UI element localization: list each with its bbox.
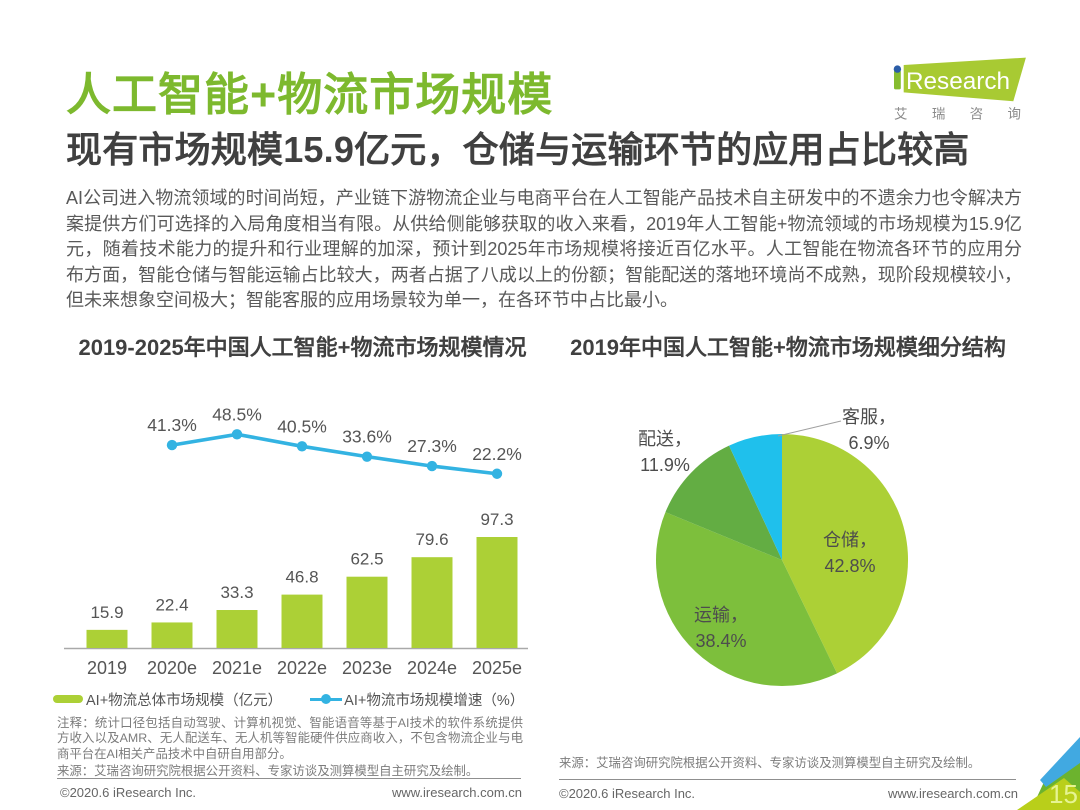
bar-chart-source: 来源：艾瑞咨询研究院根据公开资料、专家访谈及测算模型自主研究及绘制。 (57, 764, 479, 778)
page-corner-decoration: 15 (950, 690, 1080, 810)
footer-left: ©2020.6 iResearch Inc. www.iresearch.com… (60, 785, 522, 800)
pie-label-delivery: 配送， 11.9% (605, 427, 725, 478)
line-series-legend-marker (310, 694, 343, 704)
pie-label-warehousing-name: 仓储， (823, 530, 877, 550)
pie-slice-customer-service (729, 434, 782, 560)
bar-series-legend-swatch (53, 695, 83, 703)
logo-wordmark: Research (906, 68, 1010, 95)
page-title: 人工智能+物流市场规模 (66, 69, 554, 120)
growth-value-2021e: 48.5% (212, 404, 262, 424)
chart-legend: AI+物流总体市场规模（亿元） AI+物流市场规模增速（%） (53, 691, 531, 709)
pie-label-customer-service-name: 客服， (842, 407, 896, 427)
bar-value-2020e: 22.4 (155, 595, 188, 614)
bar-line-chart: 15.9 2019 22.4 2020e 33.3 2021e 46.8 2022e 62.5 2… (64, 404, 528, 678)
bar-chart-title: 2019-2025年中国人工智能+物流市场规模情况 (78, 335, 527, 360)
bar-2023e (346, 576, 388, 648)
growth-point-2025e (491, 468, 503, 479)
iresearch-logo: Research 艾瑞咨询 (880, 45, 1040, 125)
bar-value-2023e: 62.5 (350, 550, 383, 569)
pie-leader-line (777, 420, 842, 437)
footer-website-left: www.iresearch.com.cn (391, 785, 522, 800)
x-label-2023e: 2023e (342, 658, 392, 678)
pie-label-warehousing: 仓储， 42.8% (790, 528, 910, 579)
pie-label-delivery-value: 11.9% (640, 454, 690, 475)
logo-i-dot (893, 65, 902, 73)
footer-divider-left (57, 778, 521, 779)
pie-label-customer-service: 客服， 6.9% (809, 405, 929, 456)
growth-point-2023e (361, 451, 373, 462)
x-label-2025e: 2025e (472, 658, 522, 678)
growth-value-2020e: 41.3% (147, 415, 197, 435)
bar-value-2024e: 79.6 (415, 530, 448, 549)
pie-slice-warehousing (782, 434, 909, 674)
logo-banner-shape (903, 57, 1026, 102)
footer-divider-right (559, 779, 1016, 780)
pie-label-customer-service-value: 6.9% (848, 432, 890, 453)
pie-label-transport-name: 运输， (694, 605, 748, 625)
pie-label-delivery-name: 配送， (638, 429, 692, 449)
growth-point-2021e (231, 429, 243, 440)
bar-series-legend-label: AI+物流总体市场规模（亿元） (86, 692, 283, 709)
pie-chart-source: 来源：艾瑞咨询研究院根据公开资料、专家访谈及测算模型自主研究及绘制。 (559, 756, 981, 770)
line-series-legend-label: AI+物流市场规模增速（%） (344, 692, 525, 709)
corner-triangles: 15 (1017, 737, 1080, 810)
growth-point-2024e (426, 460, 438, 472)
x-label-2024e: 2024e (407, 658, 457, 678)
body-paragraph: AI公司进入物流领域的时间尚短，产业链下游物流企业与电商平台在人工智能产品技术自… (66, 188, 1022, 311)
pie-label-transport-value: 38.4% (695, 630, 747, 651)
growth-point-2022e (296, 441, 308, 452)
bar-2025e (476, 537, 518, 648)
iresearch-logo-graphic: Research 艾瑞咨询 (893, 57, 1026, 122)
page-number: 15 (1049, 779, 1078, 809)
pie-label-transport: 运输， 38.4% (661, 603, 781, 654)
pie-chart-title: 2019年中国人工智能+物流市场规模细分结构 (570, 335, 1006, 360)
footer-right: ©2020.6 iResearch Inc. www.iresearch.com… (559, 786, 1018, 801)
bar-2022e (281, 594, 323, 648)
growth-value-2024e: 27.3% (407, 436, 457, 456)
x-label-2022e: 2022e (277, 658, 327, 678)
bar-2024e (411, 557, 453, 648)
corner-yellow-triangle (1017, 778, 1080, 810)
corner-blue-ribbon (1040, 737, 1080, 787)
pie-chart (655, 420, 909, 687)
bar-value-2022e: 46.8 (285, 568, 318, 587)
growth-value-2023e: 33.6% (342, 427, 392, 447)
logo-i-stem (894, 70, 901, 90)
bar-chart-notes: 注释：统计口径包括自动驾驶、计算机视觉、智能语音等基于AI技术的软件系统提供方收… (57, 716, 523, 761)
bar-2019 (86, 629, 128, 648)
bar-value-2019: 15.9 (90, 603, 123, 622)
line-legend-dot (321, 694, 332, 704)
bar-2021e (216, 610, 258, 648)
x-label-2021e: 2021e (212, 658, 262, 678)
pie-slice-transport (655, 512, 838, 687)
footer-copyright-right: ©2020.6 iResearch Inc. (559, 786, 696, 801)
page-subtitle: 现有市场规模15.9亿元，仓储与运输环节的应用占比较高 (66, 129, 970, 170)
growth-point-2020e (166, 439, 178, 451)
bar-value-2025e: 97.3 (480, 510, 513, 529)
growth-value-2022e: 40.5% (277, 416, 327, 436)
pie-label-warehousing-value: 42.8% (824, 555, 876, 576)
x-label-2020e: 2020e (147, 658, 197, 678)
bar-value-2021e: 33.3 (220, 583, 253, 602)
footer-website-right: www.iresearch.com.cn (887, 786, 1018, 801)
growth-value-2025e: 22.2% (472, 444, 522, 464)
bar-2020e (151, 622, 193, 648)
footer-copyright-left: ©2020.6 iResearch Inc. (60, 785, 197, 800)
x-label-2019: 2019 (87, 658, 127, 678)
logo-chinese-name: 艾瑞咨询 (894, 107, 1021, 122)
growth-line (171, 432, 498, 476)
pie-slice-delivery (665, 445, 782, 560)
